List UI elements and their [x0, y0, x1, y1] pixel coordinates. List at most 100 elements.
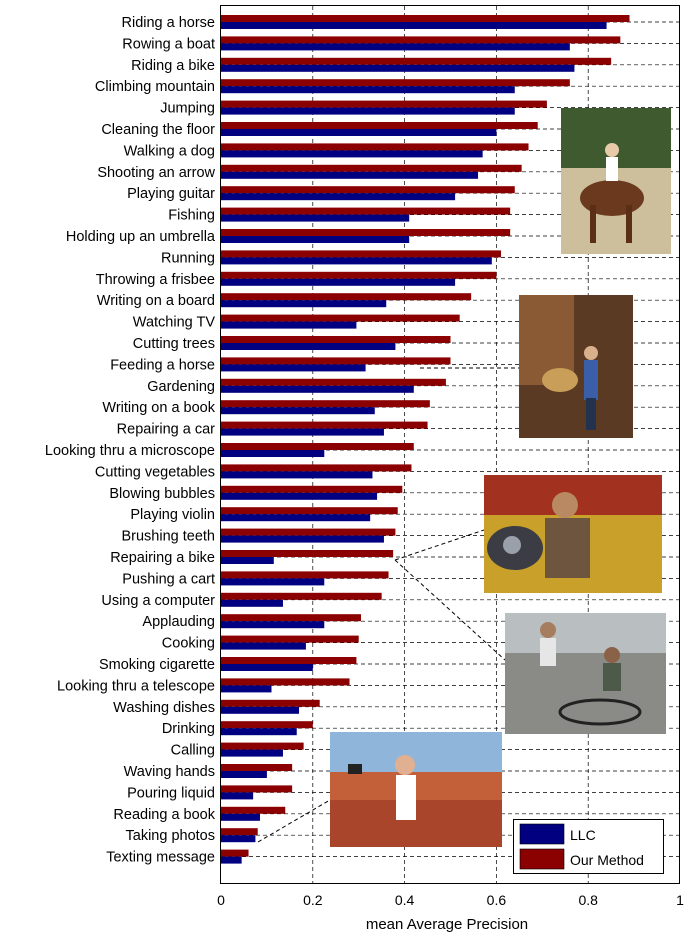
bar-our-method [221, 507, 398, 515]
bar-our-method [221, 443, 414, 450]
x-axis-label: mean Average Precision [366, 916, 528, 933]
bar-our-method [221, 528, 396, 536]
bar-our-method [221, 36, 621, 44]
bar-llc [221, 685, 272, 693]
bar-our-method [221, 15, 630, 22]
category-label: Waving hands [124, 764, 215, 780]
x-tick-label: 0.4 [395, 892, 415, 908]
bar-our-method [221, 250, 501, 258]
bar-our-method [221, 336, 451, 343]
category-label: Running [161, 250, 215, 266]
bar-our-method [221, 400, 430, 408]
legend-label-our-method: Our Method [570, 852, 644, 868]
category-label: Feeding a horse [110, 357, 215, 373]
bar-our-method [221, 785, 293, 793]
x-tick-label: 0.6 [487, 892, 507, 908]
legend-swatch-our-method [519, 848, 565, 870]
bar-our-method [221, 421, 428, 429]
category-label: Repairing a bike [110, 550, 215, 566]
bar-llc [221, 300, 387, 308]
category-label: Brushing teeth [121, 529, 215, 545]
category-label: Climbing mountain [95, 79, 215, 95]
category-label: Playing guitar [127, 186, 215, 202]
bar-our-method [221, 57, 612, 65]
x-axis-ticks: 0 0.2 0.4 0.6 0.8 1 [217, 892, 684, 908]
bar-llc [221, 835, 256, 843]
bar-llc [221, 171, 479, 179]
category-label: Jumping [160, 101, 215, 117]
category-label: Using a computer [101, 593, 215, 609]
category-label: Shooting an arrow [97, 165, 215, 181]
bar-llc [221, 214, 410, 222]
category-label: Cooking [162, 636, 215, 652]
category-label: Cleaning the floor [101, 122, 215, 138]
category-label: Writing on a board [97, 293, 215, 309]
bar-llc [221, 514, 371, 522]
bar-our-method [221, 678, 350, 686]
bar-llc [221, 236, 410, 243]
bar-llc [221, 792, 254, 800]
bar-our-method [221, 614, 361, 622]
bar-our-method [221, 849, 249, 857]
bar-llc [221, 257, 492, 265]
bar-our-method [221, 742, 304, 750]
bar-our-method [221, 635, 359, 643]
category-label: Calling [171, 743, 215, 759]
bar-llc [221, 621, 325, 629]
category-label: Smoking cigarette [99, 657, 215, 673]
bar-llc [221, 22, 607, 29]
category-label: Washing dishes [113, 700, 215, 716]
category-label: Blowing bubbles [109, 486, 215, 502]
bar-our-method [221, 207, 511, 215]
category-label: Cutting trees [133, 336, 215, 352]
bar-llc [221, 664, 313, 671]
category-label: Playing violin [130, 507, 215, 523]
bar-our-method [221, 79, 570, 87]
connector-line [394, 529, 485, 561]
bar-our-method [221, 229, 511, 236]
feeding-horse-photo [519, 295, 633, 438]
bar-llc [221, 749, 283, 757]
bar-llc [221, 43, 570, 51]
bar-our-method [221, 764, 293, 771]
category-label: Applauding [142, 614, 215, 630]
bar-our-method [221, 122, 538, 129]
category-label: Taking photos [126, 828, 215, 844]
legend-swatch-llc [519, 823, 565, 845]
bar-our-method [221, 592, 382, 600]
bar-our-method [221, 571, 389, 579]
bar-llc [221, 64, 575, 72]
category-label: Looking thru a telescope [57, 678, 215, 694]
bar-llc [221, 728, 297, 736]
bar-llc [221, 813, 261, 821]
bar-our-method [221, 271, 497, 279]
bar-our-method [221, 699, 320, 707]
bar-llc [221, 150, 483, 158]
bar-our-method [221, 378, 446, 386]
x-tick-label: 1 [676, 892, 684, 908]
bar-llc [221, 642, 306, 650]
category-label: Throwing a frisbee [96, 272, 215, 288]
bar-our-method [221, 550, 394, 557]
category-label: Repairing a car [117, 422, 215, 438]
repairing-bike-photo-2 [505, 613, 666, 734]
category-label: Pushing a cart [122, 571, 215, 587]
category-label: Looking thru a microscope [45, 443, 215, 459]
bar-llc [221, 385, 414, 393]
bar-llc [221, 578, 325, 586]
bar-our-method [221, 828, 258, 836]
x-tick-label: 0.2 [303, 892, 323, 908]
photo-insets [257, 108, 671, 847]
bar-our-method [221, 657, 357, 664]
bar-our-method [221, 464, 412, 472]
x-tick-label: 0 [217, 892, 225, 908]
category-labels: Riding a horse Rowing a boat Riding a bike… [45, 15, 216, 866]
category-label: Drinking [162, 721, 215, 737]
bar-our-method [221, 186, 515, 194]
bar-our-method [221, 100, 547, 108]
bar-llc [221, 343, 396, 350]
repairing-bike-photo-1 [484, 475, 662, 593]
bars [221, 15, 630, 864]
category-label: Watching TV [133, 315, 216, 331]
bar-our-method [221, 357, 451, 365]
